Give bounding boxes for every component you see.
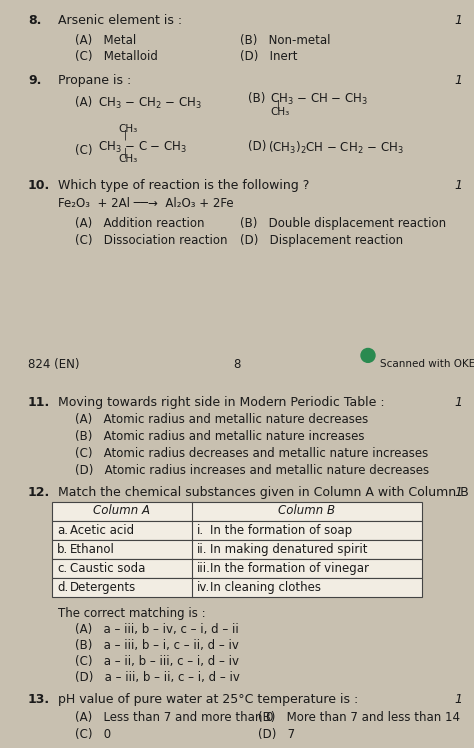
Text: Fe₂O₃  + 2Al ──→  Al₂O₃ + 2Fe: Fe₂O₃ + 2Al ──→ Al₂O₃ + 2Fe	[58, 197, 234, 210]
Text: |: |	[124, 147, 127, 158]
Text: (A)   Metal: (A) Metal	[75, 34, 136, 46]
Text: Ethanol: Ethanol	[70, 543, 115, 556]
Text: 1: 1	[454, 180, 462, 192]
Text: (D)   Displacement reaction: (D) Displacement reaction	[240, 233, 403, 247]
Text: (A)   Less than 7 and more than 0: (A) Less than 7 and more than 0	[75, 711, 273, 724]
Text: (B)   Non-metal: (B) Non-metal	[240, 34, 330, 46]
Text: b.: b.	[57, 543, 68, 556]
Text: (A)   a – iii, b – iv, c – i, d – ii: (A) a – iii, b – iv, c – i, d – ii	[75, 623, 239, 636]
Text: (C)   Metalloid: (C) Metalloid	[75, 51, 158, 64]
Bar	[52, 559, 422, 578]
Text: 1: 1	[454, 485, 462, 499]
Text: Detergents: Detergents	[70, 581, 136, 594]
Text: 8: 8	[233, 358, 241, 371]
Text: |: |	[277, 100, 280, 111]
Text: (CH$_3$)$_2$CH $-$ CH$_2$ $-$ CH$_3$: (CH$_3$)$_2$CH $-$ CH$_2$ $-$ CH$_3$	[268, 140, 404, 156]
Text: Caustic soda: Caustic soda	[70, 562, 146, 575]
Bar	[52, 521, 422, 540]
Text: (C)   0: (C) 0	[75, 728, 111, 741]
Text: 1: 1	[454, 693, 462, 706]
Text: Acetic acid: Acetic acid	[70, 524, 134, 537]
Text: In the formation of vinegar: In the formation of vinegar	[210, 562, 369, 575]
Text: (C): (C)	[75, 144, 92, 156]
Text: CH$_3$ $-$ C $-$ CH$_3$: CH$_3$ $-$ C $-$ CH$_3$	[98, 140, 187, 155]
Text: i.: i.	[197, 524, 204, 537]
Text: (B)   Double displacement reaction: (B) Double displacement reaction	[240, 217, 446, 230]
Text: ii.: ii.	[197, 543, 208, 556]
Text: 1: 1	[454, 396, 462, 408]
Text: pH value of pure water at 25°C temperature is :: pH value of pure water at 25°C temperatu…	[58, 693, 358, 706]
Text: iii.: iii.	[197, 562, 211, 575]
Text: (D)   a – iii, b – ii, c – i, d – iv: (D) a – iii, b – ii, c – i, d – iv	[75, 671, 240, 684]
Text: Scanned with OKEN Scanner: Scanned with OKEN Scanner	[380, 359, 474, 370]
Text: Column B: Column B	[279, 504, 336, 517]
Text: Propane is :: Propane is :	[58, 74, 131, 88]
Text: (C)   a – ii, b – iii, c – i, d – iv: (C) a – ii, b – iii, c – i, d – iv	[75, 655, 239, 668]
Text: Moving towards right side in Modern Periodic Table :: Moving towards right side in Modern Peri…	[58, 396, 384, 408]
Text: 9.: 9.	[28, 74, 41, 88]
Text: 8.: 8.	[28, 14, 41, 27]
Bar	[52, 540, 422, 559]
Text: In cleaning clothes: In cleaning clothes	[210, 581, 321, 594]
Text: CH$_3$ $-$ CH $-$ CH$_3$: CH$_3$ $-$ CH $-$ CH$_3$	[270, 92, 368, 107]
Text: In making denatured spirit: In making denatured spirit	[210, 543, 367, 556]
Text: (A)   Addition reaction: (A) Addition reaction	[75, 217, 204, 230]
Text: 11.: 11.	[28, 396, 50, 408]
Text: CH$_3$ $-$ CH$_2$ $-$ CH$_3$: CH$_3$ $-$ CH$_2$ $-$ CH$_3$	[98, 96, 202, 111]
Text: Column A: Column A	[93, 504, 151, 517]
Text: (B): (B)	[248, 92, 265, 105]
Text: CH₃: CH₃	[118, 154, 137, 165]
Text: CH₃: CH₃	[118, 123, 137, 134]
Text: In the formation of soap: In the formation of soap	[210, 524, 352, 537]
Bar	[52, 502, 422, 521]
Text: (A)   Atomic radius and metallic nature decreases: (A) Atomic radius and metallic nature de…	[75, 413, 368, 426]
Text: Match the chemical substances given in Column A with Column B :: Match the chemical substances given in C…	[58, 485, 474, 499]
Text: (B)   Atomic radius and metallic nature increases: (B) Atomic radius and metallic nature in…	[75, 430, 365, 443]
Text: 1: 1	[454, 74, 462, 88]
Text: The correct matching is :: The correct matching is :	[58, 607, 206, 620]
Text: CH₃: CH₃	[270, 107, 289, 117]
Text: (D)   7: (D) 7	[258, 728, 295, 741]
Text: |: |	[124, 129, 127, 140]
Text: d.: d.	[57, 581, 68, 594]
Text: (D)   Inert: (D) Inert	[240, 51, 298, 64]
Text: iv.: iv.	[197, 581, 210, 594]
Bar	[52, 578, 422, 597]
Text: 824 (EN): 824 (EN)	[28, 358, 80, 371]
Text: 10.: 10.	[28, 180, 50, 192]
Text: (A): (A)	[75, 96, 92, 109]
Text: (D)   Atomic radius increases and metallic nature decreases: (D) Atomic radius increases and metallic…	[75, 464, 429, 476]
Text: c.: c.	[57, 562, 67, 575]
Text: (D): (D)	[248, 140, 266, 153]
Text: 12.: 12.	[28, 485, 50, 499]
Text: a.: a.	[57, 524, 68, 537]
Text: 13.: 13.	[28, 693, 50, 706]
Text: Arsenic element is :: Arsenic element is :	[58, 14, 182, 27]
Text: (C)   Atomic radius decreases and metallic nature increases: (C) Atomic radius decreases and metallic…	[75, 447, 428, 460]
Circle shape	[361, 349, 375, 362]
Text: (B)   a – iii, b – i, c – ii, d – iv: (B) a – iii, b – i, c – ii, d – iv	[75, 639, 239, 652]
Text: Which type of reaction is the following ?: Which type of reaction is the following …	[58, 180, 310, 192]
Text: (C)   Dissociation reaction: (C) Dissociation reaction	[75, 233, 228, 247]
Text: 1: 1	[454, 14, 462, 27]
Text: (B)   More than 7 and less than 14: (B) More than 7 and less than 14	[258, 711, 460, 724]
